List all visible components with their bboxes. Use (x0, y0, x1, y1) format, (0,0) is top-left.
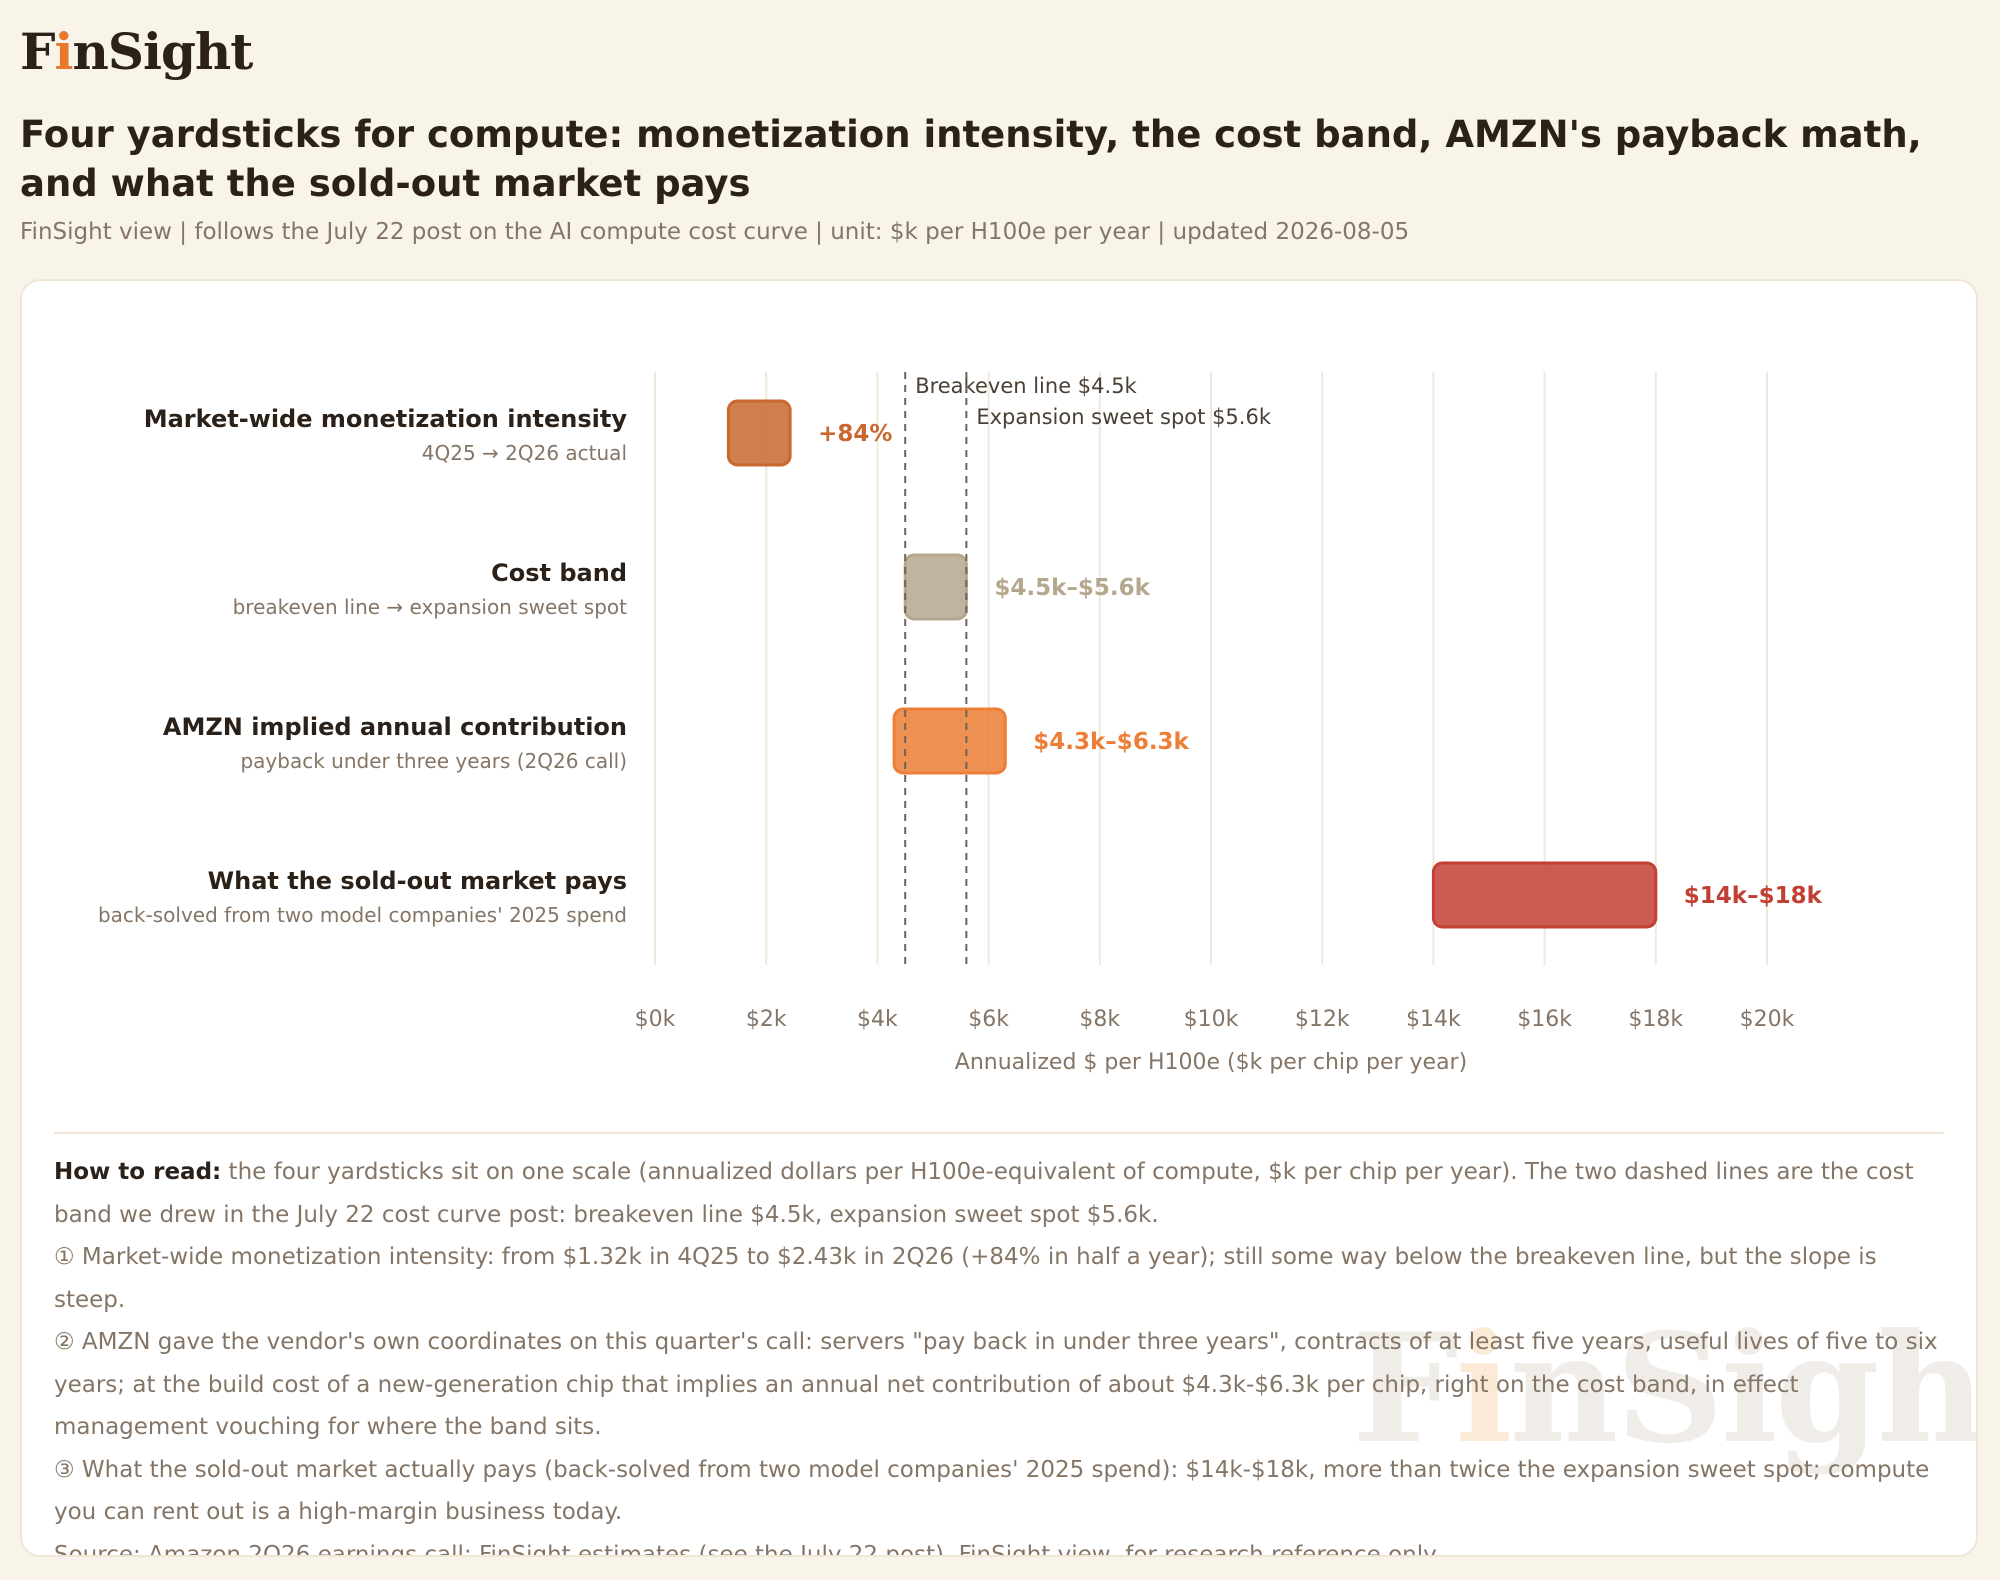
x-tick-label: $18k (1628, 1007, 1683, 1032)
page-title: Four yardsticks for compute: monetizatio… (20, 113, 1922, 205)
section-divider (54, 1132, 1944, 1134)
notes-point-3: ③ What the sold-out market actually pays… (54, 1456, 1930, 1526)
chart-notes: How to read: the four yardsticks sit on … (54, 1151, 1954, 1557)
notes-source: Source: Amazon 2Q26 earnings call; FinSi… (54, 1541, 1441, 1557)
x-tick-label: $20k (1740, 1007, 1795, 1032)
brand-logo: FinSight (20, 22, 253, 81)
x-tick-label: $6k (968, 1007, 1009, 1032)
row-sublabel: 4Q25 → 2Q26 actual (422, 441, 627, 465)
x-tick-label: $16k (1517, 1007, 1572, 1032)
bar-value-label: $4.5k–$5.6k (994, 575, 1150, 601)
bar-value-label: $14k–$18k (1684, 883, 1823, 909)
x-tick-label: $8k (1079, 1007, 1120, 1032)
row-sublabel: breakeven line → expansion sweet spot (233, 595, 628, 619)
page-subtitle: FinSight view | follows the July 22 post… (20, 219, 1410, 245)
x-tick-label: $4k (857, 1007, 898, 1032)
range-bar (726, 399, 792, 467)
x-axis-label: Annualized $ per H100e ($k per chip per … (955, 1050, 1467, 1075)
x-tick-label: $2k (746, 1007, 787, 1032)
row-sublabel: payback under three years (2Q26 call) (240, 749, 627, 773)
row-label: Cost band (491, 559, 627, 587)
x-tick-label: $0k (635, 1007, 676, 1032)
notes-point-1: ① Market-wide monetization intensity: fr… (54, 1244, 1877, 1313)
notes-point-2: ② AMZN gave the vendor's own coordinates… (54, 1329, 1938, 1440)
range-chart: $0k $2k $4k $6k $8k $10k $12k $14k $16k $18k $20k A… (98, 372, 1823, 1075)
watermark-logo: FinSight (1352, 1301, 1978, 1477)
reference-line-label: Expansion sweet spot $5.6k (976, 405, 1271, 429)
chart-card: FinSight $0k $2k $4k $6k $8k $10k $12k $14k $16k… (20, 279, 1978, 1557)
row-sublabel: back-solved from two model companies' 20… (98, 903, 627, 927)
bar-value-label: +84% (818, 421, 892, 447)
x-tick-label: $14k (1406, 1007, 1461, 1032)
range-bar (1431, 861, 1658, 929)
row-label: Market-wide monetization intensity (144, 405, 628, 433)
row-label: AMZN implied annual contribution (163, 713, 627, 741)
x-tick-label: $12k (1295, 1007, 1350, 1032)
row-label: What the sold-out market pays (208, 867, 627, 895)
range-bar (892, 707, 1007, 775)
range-bar (903, 553, 968, 621)
reference-line-label: Breakeven line $4.5k (915, 374, 1137, 398)
notes-intro: How to read: the four yardsticks sit on … (54, 1159, 1914, 1228)
bar-value-label: $4.3k–$6.3k (1033, 729, 1189, 755)
x-tick-label: $10k (1184, 1007, 1239, 1032)
